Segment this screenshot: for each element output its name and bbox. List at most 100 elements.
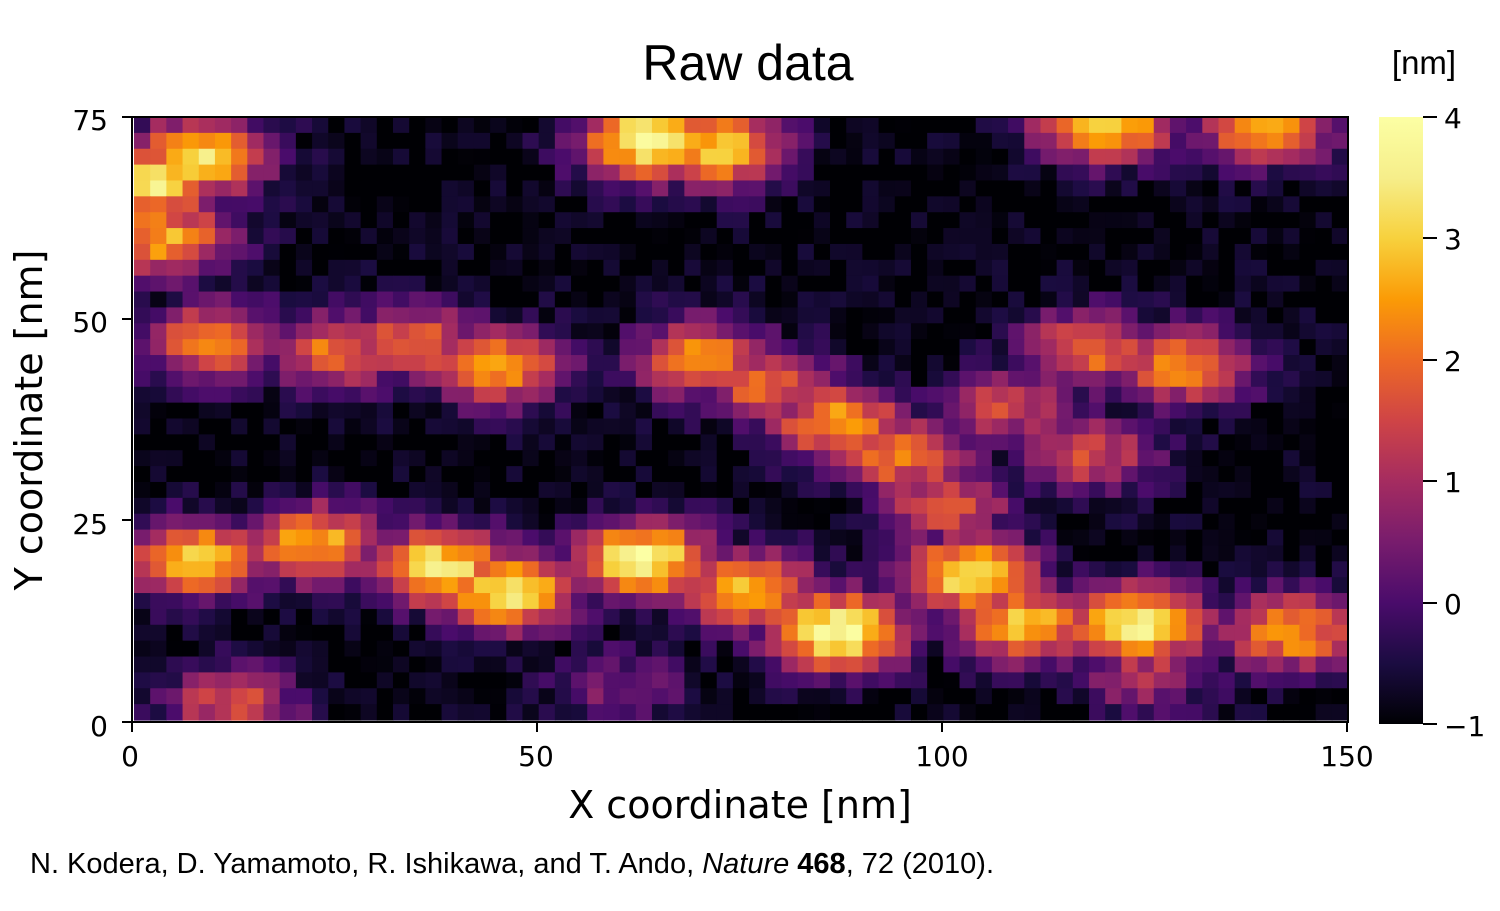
heatmap-cell	[619, 291, 637, 309]
heatmap-cell	[1040, 656, 1058, 673]
heatmap-cell	[943, 608, 961, 626]
heatmap-cell	[991, 450, 1009, 467]
heatmap-cell	[166, 672, 184, 689]
y-tick-label: 50	[72, 306, 108, 339]
colorbar	[1379, 117, 1423, 724]
heatmap-cell	[214, 132, 232, 150]
heatmap-cell	[619, 640, 637, 658]
heatmap-cell	[1234, 624, 1252, 642]
heatmap-cell	[619, 497, 637, 515]
heatmap-cell	[538, 386, 556, 404]
heatmap-cell	[684, 561, 702, 578]
heatmap-cell	[150, 386, 167, 404]
heatmap-cell	[425, 624, 443, 642]
heatmap-cell	[295, 561, 313, 578]
heatmap-cell	[538, 513, 556, 531]
heatmap-cell	[1137, 704, 1155, 721]
heatmap-cell	[360, 672, 378, 689]
heatmap-cell	[538, 450, 556, 467]
heatmap-cell	[846, 180, 863, 197]
heatmap-cell	[392, 418, 410, 435]
heatmap-cell	[878, 688, 896, 705]
heatmap-cell	[830, 243, 847, 261]
heatmap-cell	[910, 275, 928, 293]
heatmap-cell	[1024, 513, 1042, 531]
heatmap-cell	[975, 228, 993, 245]
heatmap-cell	[781, 418, 799, 435]
heatmap-cell	[830, 656, 847, 673]
heatmap-cell	[344, 212, 362, 229]
heatmap-cell	[263, 640, 281, 658]
heatmap-cell	[247, 481, 265, 499]
heatmap-cell	[651, 228, 669, 245]
heatmap-cell	[360, 291, 378, 309]
heatmap-cell	[1121, 529, 1139, 547]
heatmap-cell	[198, 307, 216, 324]
heatmap-cell	[1283, 577, 1301, 594]
heatmap-cell	[603, 624, 621, 642]
heatmap-cell	[603, 704, 621, 721]
heatmap-cell	[684, 497, 702, 515]
heatmap-cell	[797, 497, 815, 515]
heatmap-cell	[700, 672, 718, 689]
heatmap-cell	[716, 497, 734, 515]
heatmap-cell	[991, 545, 1009, 562]
heatmap-cell	[425, 164, 443, 182]
heatmap-cell	[344, 386, 362, 404]
heatmap-cell	[392, 466, 410, 483]
heatmap-cell	[522, 243, 540, 261]
heatmap-cell	[490, 370, 507, 388]
heatmap-cell	[182, 481, 200, 499]
heatmap-cell	[797, 593, 815, 610]
heatmap-cell	[862, 561, 880, 578]
heatmap-cell	[781, 180, 799, 197]
heatmap-cell	[749, 386, 766, 404]
heatmap-cell	[813, 672, 831, 689]
heatmap-cell	[684, 450, 702, 467]
heatmap-cell	[1234, 291, 1252, 309]
heatmap-cell	[651, 672, 669, 689]
heatmap-cell	[1056, 529, 1074, 547]
heatmap-cell	[425, 370, 443, 388]
heatmap-cell	[1202, 656, 1220, 673]
heatmap-cell	[214, 228, 232, 245]
heatmap-cell	[1283, 259, 1301, 277]
heatmap-cell	[943, 545, 961, 562]
heatmap-cell	[1202, 513, 1220, 531]
heatmap-cell	[279, 704, 297, 721]
heatmap-cell	[1186, 672, 1203, 689]
heatmap-cell	[1153, 624, 1171, 642]
heatmap-cell	[166, 228, 184, 245]
heatmap-cell	[1121, 117, 1139, 134]
heatmap-cell	[603, 212, 621, 229]
heatmap-cell	[1056, 291, 1074, 309]
heatmap-cell	[279, 418, 297, 435]
heatmap-cell	[554, 307, 572, 324]
heatmap-cell	[894, 593, 912, 610]
heatmap-cell	[214, 656, 232, 673]
heatmap-cell	[635, 386, 653, 404]
heatmap-cell	[134, 545, 151, 562]
heatmap-cell	[1315, 164, 1333, 182]
heatmap-cell	[1315, 529, 1333, 547]
heatmap-cell	[830, 561, 847, 578]
heatmap-cell	[765, 672, 783, 689]
heatmap-cell	[943, 418, 961, 435]
heatmap-cell	[862, 196, 880, 213]
heatmap-cell	[927, 481, 944, 499]
heatmap-cell	[166, 577, 184, 594]
heatmap-cell	[1121, 593, 1139, 610]
heatmap-cell	[1072, 164, 1090, 182]
heatmap-cell	[247, 497, 265, 515]
heatmap-cell	[684, 481, 702, 499]
heatmap-cell	[1137, 196, 1155, 213]
heatmap-cell	[1024, 117, 1042, 134]
heatmap-cell	[1105, 196, 1122, 213]
heatmap-cell	[231, 291, 248, 309]
heatmap-cell	[312, 386, 329, 404]
heatmap-cell	[619, 212, 637, 229]
heatmap-cell	[1040, 545, 1058, 562]
heatmap-cell	[1105, 513, 1122, 531]
heatmap-cell	[198, 593, 216, 610]
heatmap-cell	[1137, 275, 1155, 293]
